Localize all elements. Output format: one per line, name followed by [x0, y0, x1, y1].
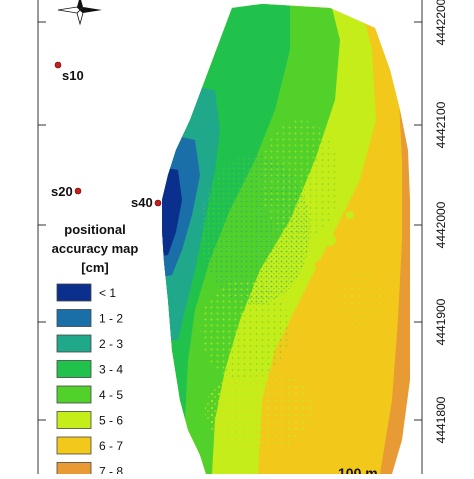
legend-label: 7 - 8	[99, 465, 123, 475]
station-label: s10	[62, 68, 84, 83]
station-label: s40	[131, 195, 153, 210]
legend-label: 3 - 4	[99, 363, 123, 377]
northing-label: 4442200	[434, 0, 448, 45]
legend-label: < 1	[99, 286, 116, 300]
accuracy-surface	[162, 4, 410, 474]
legend-label: 6 - 7	[99, 439, 123, 453]
station-s40: s40	[131, 195, 162, 210]
station-s20: s20	[51, 184, 82, 199]
legend-swatch	[56, 436, 92, 455]
northing-label: 4442100	[434, 101, 448, 148]
frame-ticks	[38, 21, 422, 421]
legend-title-line3: [cm]	[81, 260, 108, 275]
station-label: s20	[51, 184, 73, 199]
legend-label: 5 - 6	[99, 414, 123, 428]
station-s10: s10	[54, 61, 84, 83]
scale-bar-label: 100 m	[338, 465, 378, 474]
northing-label: 4442000	[434, 201, 448, 248]
station-marker	[74, 187, 82, 195]
legend-swatch	[56, 385, 92, 404]
legend-swatch	[56, 360, 92, 378]
legend-swatch	[56, 309, 92, 327]
legend-label: 4 - 5	[99, 388, 123, 402]
legend: positional accuracy map [cm] < 1 1 - 2 2 -…	[52, 222, 139, 479]
northing-labels: 4442200 4442100 4442000 4441900 4441800	[434, 0, 448, 443]
legend-swatch	[56, 411, 92, 429]
northing-label: 4441900	[434, 298, 448, 345]
station-marker	[54, 61, 62, 69]
legend-title-line2: accuracy map	[52, 241, 139, 256]
legend-swatch	[56, 462, 92, 479]
station-marker	[154, 199, 162, 207]
legend-label: 2 - 3	[99, 337, 123, 351]
legend-title-line1: positional	[64, 222, 125, 237]
compass-icon	[57, 0, 102, 26]
legend-label: 1 - 2	[99, 312, 123, 326]
northing-label: 4441800	[434, 396, 448, 443]
legend-swatch	[56, 334, 92, 353]
legend-swatch	[56, 283, 92, 302]
